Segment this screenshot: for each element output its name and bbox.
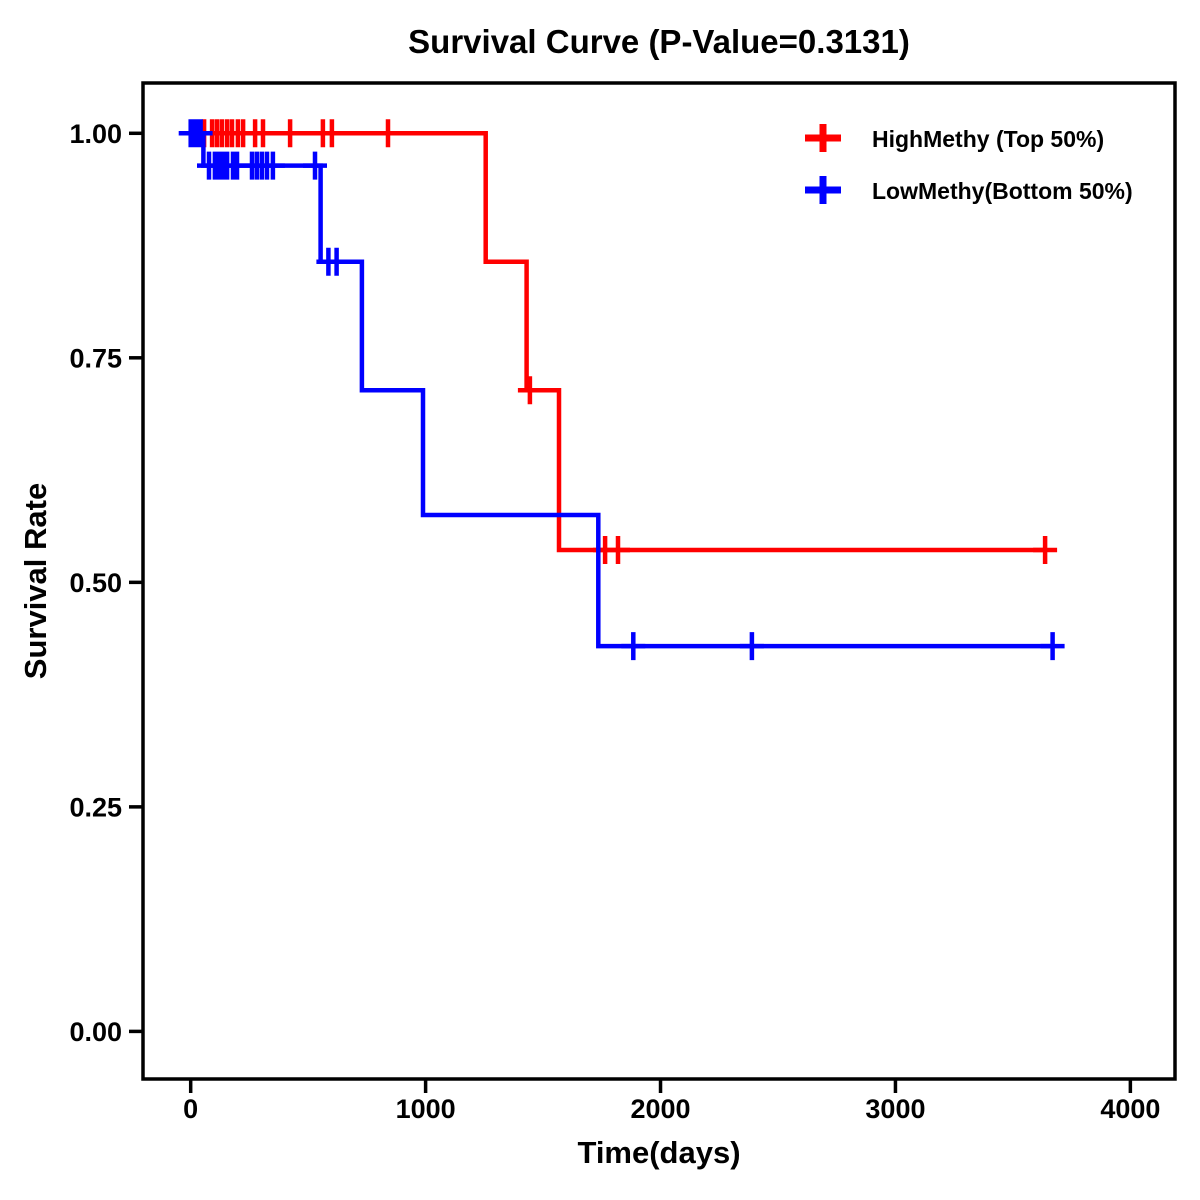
- legend-label-highmethy: HighMethy (Top 50%): [872, 126, 1104, 152]
- y-axis-label: Survival Rate: [18, 483, 53, 679]
- y-tick-label: 0.25: [69, 792, 122, 822]
- x-tick-label: 1000: [396, 1094, 456, 1124]
- legend-marker-low-methy: [805, 176, 841, 204]
- x-axis-label: Time(days): [577, 1135, 740, 1170]
- x-tick-label: 2000: [630, 1094, 690, 1124]
- y-tick-label: 0.50: [69, 568, 122, 598]
- y-tick-label: 0.75: [69, 343, 122, 373]
- x-tick-label: 4000: [1100, 1094, 1160, 1124]
- y-tick-label: 1.00: [69, 119, 122, 149]
- y-tick-label: 0.00: [69, 1017, 122, 1047]
- series-curve-low-methy: [190, 131, 1053, 649]
- x-tick-label: 0: [183, 1094, 198, 1124]
- plot-panel-border: [141, 81, 1177, 1081]
- legend-label-lowmethy: LowMethy(Bottom 50%): [872, 178, 1133, 204]
- series-curve-high-methy: [190, 131, 1046, 553]
- chart-title: Survival Curve (P-Value=0.3131): [408, 23, 910, 60]
- x-tick-label: 3000: [865, 1094, 925, 1124]
- plot-content-layer: 0 1000 2000 3000 4000 1.00 0.75 0.50 0.25 0.00: [69, 119, 1160, 1124]
- censor-marks-low-methy: [178, 119, 1065, 661]
- legend-marker-high-methy: [805, 124, 841, 152]
